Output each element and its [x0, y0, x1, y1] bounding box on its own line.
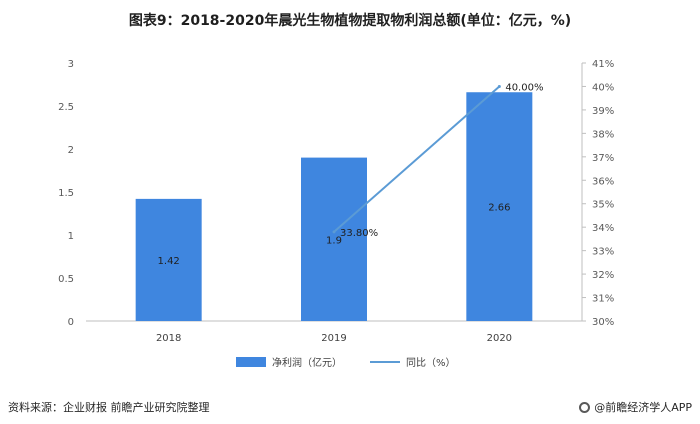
y-left-tick-label: 0.5	[58, 274, 74, 285]
growth-point	[497, 84, 501, 88]
bar	[466, 92, 533, 322]
y-right-tick-label: 34%	[592, 223, 614, 234]
brand-text: @前瞻经济学人APP	[594, 401, 692, 414]
y-left-tick-label: 0	[68, 317, 74, 328]
bar-value-label: 1.9	[326, 235, 342, 246]
brand-note: @前瞻经济学人APP	[579, 399, 692, 415]
bar-value-label: 1.42	[158, 256, 180, 267]
bar-value-label: 2.66	[488, 203, 510, 214]
y-left-tick-label: 1.5	[58, 188, 74, 199]
chart-title: 图表9：2018-2020年晨光生物植物提取物利润总额(单位：亿元，%)	[128, 13, 572, 29]
y-left-tick-label: 2	[68, 145, 74, 156]
legend-bar-label: 净利润（亿元）	[272, 356, 342, 369]
y-right-tick-label: 35%	[592, 200, 614, 211]
legend-bar-swatch	[236, 357, 266, 367]
y-right-tick-label: 41%	[592, 59, 614, 70]
y-right-tick-label: 30%	[592, 317, 614, 328]
legend: 净利润（亿元） 同比（%）	[236, 356, 456, 369]
y-right-tick-label: 36%	[592, 176, 614, 187]
y-right-tick-label: 31%	[592, 294, 614, 305]
y-left-tick-label: 3	[68, 59, 74, 70]
x-tick-label: 2020	[487, 333, 512, 344]
growth-value-label: 33.80%	[340, 228, 378, 239]
x-tick-label: 2018	[156, 333, 181, 344]
y-right-tick-label: 32%	[592, 270, 614, 281]
bar	[301, 157, 367, 321]
y-right-tick-label: 33%	[592, 247, 614, 258]
source-note: 资料来源：企业财报 前瞻产业研究院整理	[8, 401, 210, 414]
x-tick-label: 2019	[321, 333, 346, 344]
y-right-tick-label: 37%	[592, 153, 614, 164]
growth-point	[332, 230, 336, 234]
bar	[135, 198, 202, 321]
legend-line-label: 同比（%）	[406, 357, 456, 369]
growth-value-label: 40.00%	[505, 82, 543, 93]
y-right-tick-label: 38%	[592, 129, 614, 140]
y-right-tick-label: 39%	[592, 106, 614, 117]
brand-logo-icon	[579, 401, 591, 413]
growth-line	[333, 85, 500, 233]
y-left-tick-label: 1	[68, 231, 74, 242]
y-left-tick-label: 2.5	[58, 102, 74, 113]
y-right-tick-label: 40%	[592, 82, 614, 93]
